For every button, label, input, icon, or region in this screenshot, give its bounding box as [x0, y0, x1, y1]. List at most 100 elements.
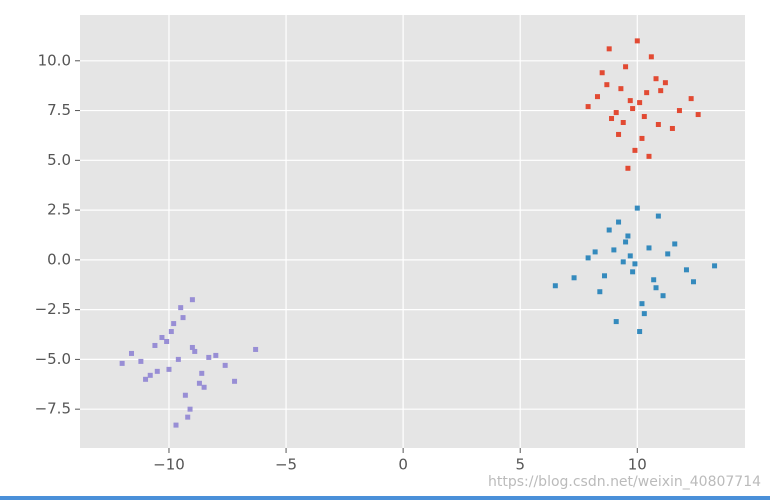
- point: [653, 76, 659, 82]
- point: [620, 120, 626, 126]
- point: [672, 241, 678, 247]
- point: [632, 261, 638, 267]
- point: [665, 251, 671, 257]
- point: [196, 380, 202, 386]
- point: [611, 247, 617, 253]
- point: [625, 165, 631, 171]
- point: [154, 368, 160, 374]
- watermark: https://blog.csdn.net/weixin_40807714: [488, 474, 761, 490]
- point: [159, 335, 165, 341]
- point: [585, 104, 591, 110]
- point: [625, 233, 631, 239]
- point: [623, 64, 629, 70]
- point: [669, 125, 675, 131]
- x-tick-label: −5: [275, 456, 297, 474]
- point: [651, 277, 657, 283]
- point: [604, 82, 610, 88]
- point: [185, 414, 191, 420]
- point: [571, 275, 577, 281]
- point: [187, 406, 193, 412]
- point: [168, 329, 174, 335]
- point: [695, 112, 701, 118]
- point: [199, 370, 205, 376]
- point: [206, 354, 212, 360]
- point: [178, 305, 184, 311]
- point: [613, 319, 619, 325]
- point: [164, 338, 170, 344]
- point: [166, 366, 172, 372]
- point: [637, 329, 643, 335]
- point: [119, 360, 125, 366]
- point: [662, 80, 668, 86]
- point: [630, 106, 636, 112]
- y-tick-label: 10.0: [38, 51, 71, 69]
- tick-labels: −10 −5 0 5 10 −7.5 −5.0 −2.5 0.0 2.5 5.0 7.5 10.0: [35, 51, 647, 473]
- point: [644, 90, 650, 96]
- point: [152, 342, 158, 348]
- point: [676, 108, 682, 114]
- point: [594, 94, 600, 100]
- point: [182, 392, 188, 398]
- point: [653, 285, 659, 291]
- point: [597, 289, 603, 295]
- x-tick-label: −10: [153, 456, 185, 474]
- point: [655, 213, 661, 219]
- plot-area: [80, 15, 745, 448]
- point: [690, 279, 696, 285]
- point: [616, 131, 622, 137]
- point: [688, 96, 694, 102]
- point: [180, 315, 186, 321]
- point: [606, 227, 612, 233]
- point: [253, 346, 259, 352]
- point: [599, 70, 605, 76]
- point: [616, 219, 622, 225]
- point: [192, 348, 198, 354]
- point: [646, 245, 652, 251]
- point: [129, 350, 135, 356]
- point: [641, 311, 647, 317]
- point: [585, 255, 591, 261]
- point: [592, 249, 598, 255]
- point: [213, 352, 219, 358]
- y-tick-label: −7.5: [35, 400, 71, 418]
- point: [641, 114, 647, 120]
- x-tick-label: 10: [628, 456, 647, 474]
- point: [639, 135, 645, 141]
- y-tick-label: −2.5: [35, 300, 71, 318]
- x-tick-label: 5: [515, 456, 525, 474]
- point: [637, 100, 643, 106]
- bottom-border: [0, 496, 770, 500]
- point: [232, 378, 238, 384]
- point: [660, 293, 666, 299]
- y-tick-label: 7.5: [47, 101, 71, 119]
- point: [658, 88, 664, 94]
- point: [222, 362, 228, 368]
- y-tick-label: 2.5: [47, 201, 71, 219]
- point: [171, 321, 177, 327]
- point: [602, 273, 608, 279]
- y-tick-label: −5.0: [35, 350, 71, 368]
- point: [173, 422, 179, 428]
- point: [627, 98, 633, 104]
- point: [613, 110, 619, 116]
- points: [119, 38, 718, 428]
- point: [201, 384, 207, 390]
- point: [143, 376, 149, 382]
- point: [683, 267, 689, 273]
- point: [623, 239, 629, 245]
- point: [147, 372, 153, 378]
- y-tick-label: 5.0: [47, 151, 71, 169]
- point: [634, 38, 640, 44]
- y-tick-label: 0.0: [47, 250, 71, 268]
- x-tick-label: 0: [398, 456, 408, 474]
- point: [712, 263, 718, 269]
- point: [630, 269, 636, 275]
- point: [189, 344, 195, 350]
- point: [618, 86, 624, 92]
- point: [655, 121, 661, 127]
- point: [606, 46, 612, 52]
- point: [175, 356, 181, 362]
- point: [632, 147, 638, 153]
